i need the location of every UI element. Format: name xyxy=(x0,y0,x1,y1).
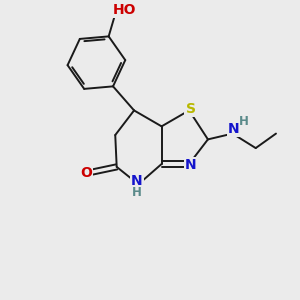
Text: S: S xyxy=(185,102,196,116)
Text: H: H xyxy=(132,187,142,200)
Text: O: O xyxy=(80,166,92,180)
Text: N: N xyxy=(131,174,143,188)
Text: N: N xyxy=(228,122,240,136)
Text: N: N xyxy=(185,158,197,172)
Text: HO: HO xyxy=(113,3,136,17)
Text: H: H xyxy=(239,115,249,128)
